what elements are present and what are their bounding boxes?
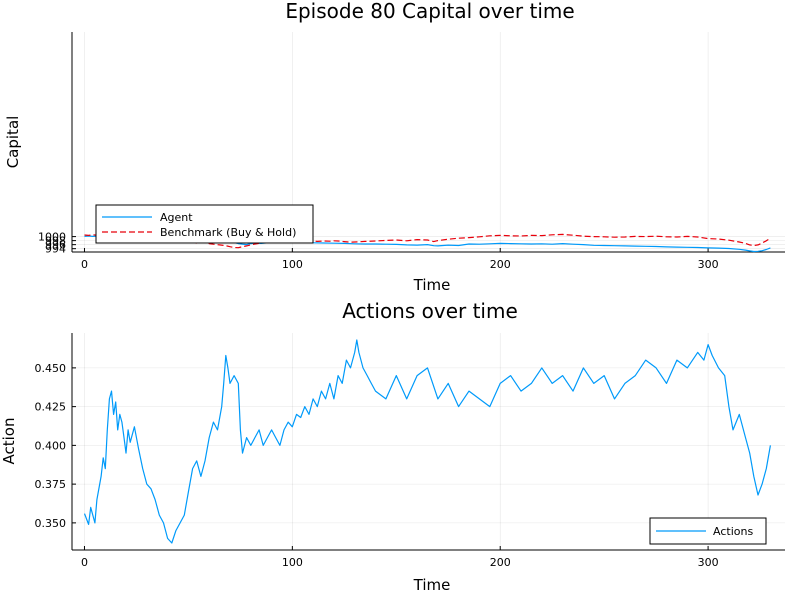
actions-x-tick-label: 100	[282, 556, 303, 569]
actions-x-ticks: 0 100 200 300	[81, 546, 719, 569]
capital-x-label: Time	[413, 276, 451, 294]
actions-x-tick-label: 300	[698, 556, 719, 569]
capital-legend: Agent Benchmark (Buy & Hold)	[95, 204, 314, 244]
actions-x-tick-label: 200	[490, 556, 511, 569]
actions-y-ticks: 0.350 0.375 0.400 0.425 0.450	[35, 362, 76, 530]
capital-x-tick-label: 200	[490, 258, 511, 271]
capital-panel: Episode 80 Capital over time 0 100 200 300 …	[4, 0, 785, 294]
actions-legend: Actions	[649, 517, 767, 545]
actions-x-label: Time	[413, 576, 451, 594]
legend-label-benchmark: Benchmark (Buy & Hold)	[160, 226, 296, 239]
capital-y-tick-label: 998	[45, 235, 66, 248]
legend-label-agent: Agent	[160, 211, 193, 224]
capital-legend-box	[95, 204, 314, 244]
actions-y-tick-label: 0.400	[35, 439, 67, 452]
actions-panel: Actions over time 0 100 200 300 0.3500.3750…	[0, 299, 785, 594]
actions-series-line-0	[83, 339, 771, 544]
actions-series	[83, 339, 771, 544]
actions-y-tick-label: 0.350	[35, 517, 67, 530]
actions-y-tick-label: 0.425	[35, 401, 67, 414]
actions-x-tick-label: 0	[81, 556, 88, 569]
capital-x-tick-label: 100	[282, 258, 303, 271]
capital-y-tick-label: 1000	[38, 231, 66, 244]
capital-title: Episode 80 Capital over time	[285, 0, 574, 23]
actions-y-tick-label: 0.375	[35, 478, 67, 491]
capital-series-line-1	[84, 233, 771, 249]
capital-x-tick-label: 300	[698, 258, 719, 271]
capital-x-ticks: 0 100 200 300	[81, 248, 719, 271]
actions-y-label: Action	[0, 418, 18, 465]
actions-y-tick-label: 0.450	[35, 362, 67, 375]
capital-x-tick-label: 0	[81, 258, 88, 271]
actions-title: Actions over time	[342, 299, 518, 323]
capital-y-tick-label: 994	[45, 243, 66, 256]
legend-label-actions: Actions	[713, 525, 753, 538]
capital-y-label: Capital	[4, 116, 22, 169]
capital-y-tick-label: 996	[45, 239, 66, 252]
